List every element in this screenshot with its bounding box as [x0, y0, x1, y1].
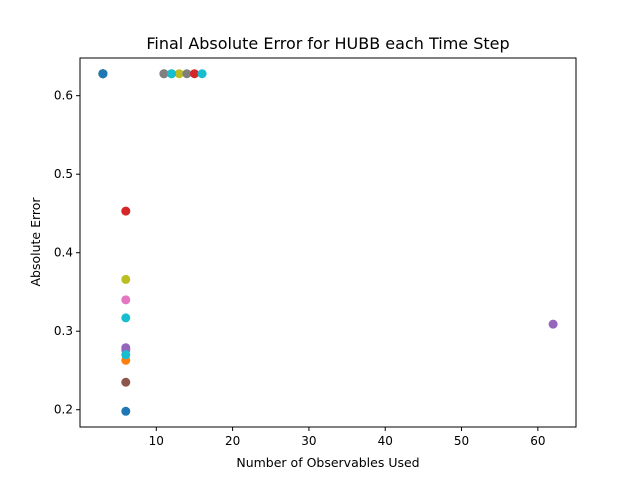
- scatter-point: [159, 69, 169, 79]
- x-axis-ticks: 10 20 30 40 50 60: [149, 427, 545, 448]
- scatter-point: [121, 377, 131, 387]
- scatter-point: [197, 69, 207, 79]
- scatter-point: [121, 274, 131, 284]
- y-tick-label: 0.2: [54, 403, 73, 417]
- scatter-point: [182, 69, 192, 79]
- y-axis-label: Absolute Error: [28, 197, 43, 287]
- x-tick-label: 30: [301, 434, 316, 448]
- scatter-point: [121, 350, 131, 360]
- x-tick-label: 20: [225, 434, 240, 448]
- scatter-point: [98, 69, 108, 79]
- x-tick-label: 60: [530, 434, 545, 448]
- scatter-point: [548, 319, 558, 329]
- scatter-point: [121, 406, 131, 416]
- scatter-point: [167, 69, 177, 79]
- y-axis-ticks: 0.2 0.3 0.4 0.5 0.6: [54, 89, 80, 417]
- scatter-point: [121, 313, 131, 323]
- x-tick-label: 50: [454, 434, 469, 448]
- scatter-point: [121, 343, 131, 353]
- scatter-point: [121, 206, 131, 216]
- scatter-point: [189, 69, 199, 79]
- y-tick-label: 0.4: [54, 246, 73, 260]
- plot-area-frame: [79, 57, 577, 428]
- x-tick-label: 10: [149, 434, 164, 448]
- y-tick-label: 0.6: [54, 89, 73, 103]
- y-tick-label: 0.3: [54, 324, 73, 338]
- scatter-point: [174, 69, 184, 79]
- x-axis-label: Number of Observables Used: [236, 455, 419, 470]
- chart-title: Final Absolute Error for HUBB each Time …: [146, 34, 509, 53]
- data-points: [98, 69, 558, 416]
- scatter-point: [121, 295, 131, 305]
- x-tick-label: 40: [378, 434, 393, 448]
- y-tick-label: 0.5: [54, 167, 73, 181]
